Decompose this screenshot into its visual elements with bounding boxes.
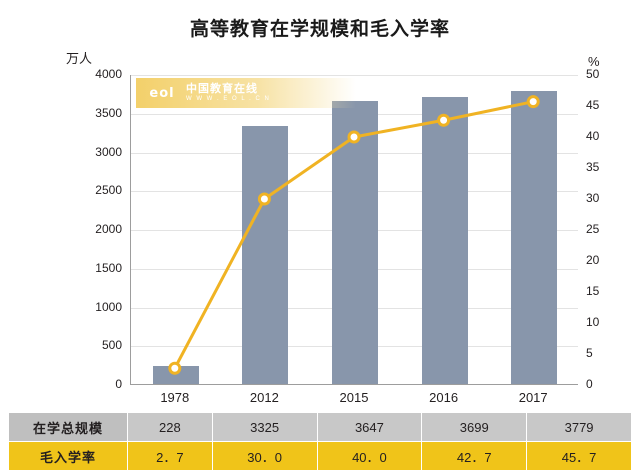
y-axis-left-tick: 4000 xyxy=(95,67,122,81)
watermark-url: W W W . E O L . C N xyxy=(186,95,271,102)
y-axis-right-tick: 10 xyxy=(586,315,600,329)
line-marker xyxy=(168,361,182,375)
bar xyxy=(511,91,558,384)
y-axis-right-tick: 40 xyxy=(586,129,600,143)
watermark-mark: eol xyxy=(149,85,175,101)
x-axis-tick-label: 1978 xyxy=(160,390,190,405)
table-cell: 3699 xyxy=(421,412,528,442)
y-axis-left-tick: 2000 xyxy=(95,222,122,236)
table-row-header: 在学总规模 xyxy=(8,412,128,442)
plot-area xyxy=(130,75,578,385)
data-table: 在学总规模 228 3325 3647 3699 3779 毛入学率 2．7 3… xyxy=(8,412,632,471)
y-axis-right-tick: 20 xyxy=(586,253,600,267)
table-cell: 3325 xyxy=(211,412,318,442)
x-axis-tick-label: 2015 xyxy=(339,390,369,405)
table-row-header: 毛入学率 xyxy=(8,441,128,471)
table-cell: 3779 xyxy=(526,412,632,442)
table-row: 毛入学率 2．7 30．0 40．0 42．7 45．7 xyxy=(8,441,632,471)
bar xyxy=(421,97,468,384)
y-axis-left-tick: 3500 xyxy=(95,105,122,120)
y-axis-right-tick: 35 xyxy=(586,160,600,174)
x-axis-tick-label: 2012 xyxy=(249,390,279,405)
line-marker xyxy=(526,95,540,109)
bar xyxy=(242,126,289,384)
x-axis-tick-label: 2017 xyxy=(518,390,548,405)
table-cell: 45．7 xyxy=(526,441,632,471)
table-cell: 228 xyxy=(127,412,213,442)
y-axis-right-tick: 30 xyxy=(586,191,600,205)
y-axis-left-tick: 2500 xyxy=(95,183,122,198)
table-cell: 2．7 xyxy=(127,441,213,471)
y-axis-left-tick: 1500 xyxy=(95,260,122,275)
y-axis-right-tick: 5 xyxy=(586,346,593,360)
y-axis-right-tick: 15 xyxy=(586,284,600,298)
line-series-layer xyxy=(168,95,540,375)
y-axis-left-tick: 3000 xyxy=(95,144,122,159)
right-axis-unit-label: % xyxy=(588,54,600,69)
bar xyxy=(152,366,199,384)
line-marker xyxy=(437,113,451,127)
y-axis-left-tick: 1000 xyxy=(95,299,122,314)
table-cell: 3647 xyxy=(316,412,423,442)
table-cell: 42．7 xyxy=(421,441,528,471)
chart-title: 高等教育在学规模和毛入学率 xyxy=(189,19,450,40)
table-cell: 40．0 xyxy=(316,441,423,471)
y-axis-right-tick: 25 xyxy=(586,222,600,236)
table-row: 在学总规模 228 3325 3647 3699 3779 xyxy=(8,412,632,442)
table-cell: 30．0 xyxy=(211,441,318,471)
y-axis-right-tick: 45 xyxy=(586,98,600,112)
line-marker xyxy=(347,130,361,144)
x-axis-tick-label: 2016 xyxy=(429,390,459,405)
y-axis-left-tick: 500 xyxy=(101,338,122,353)
y-axis-left-tick: 0 xyxy=(115,377,122,391)
y-axis-right-tick: 0 xyxy=(586,377,593,391)
watermark-name: 中国教育在线 xyxy=(186,83,258,96)
line-marker xyxy=(257,192,271,206)
watermark-logo: eol 中国教育在线 W W W . E O L . C N xyxy=(136,78,356,108)
gridline xyxy=(131,75,578,76)
left-axis-unit-label: 万人 xyxy=(66,51,93,66)
y-axis-right-tick: 50 xyxy=(586,67,600,81)
